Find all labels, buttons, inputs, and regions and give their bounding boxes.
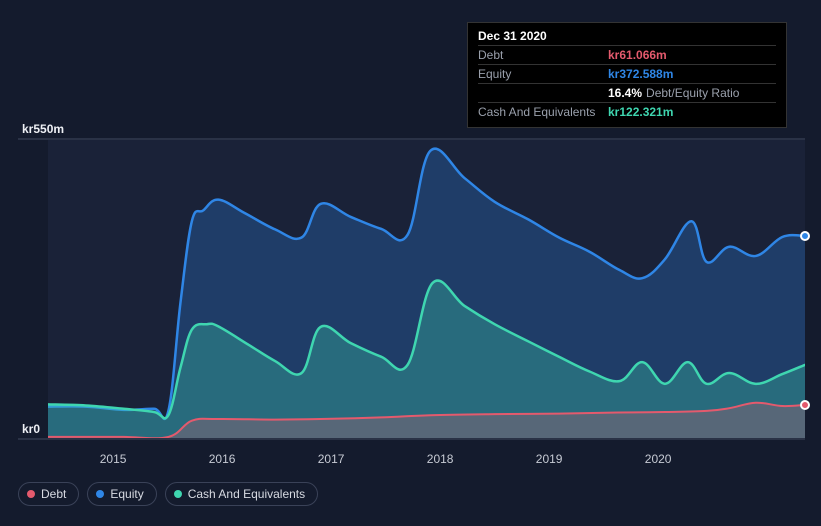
tooltip-row-value: kr61.066m [608, 48, 667, 62]
legend-dot-icon [27, 490, 35, 498]
tooltip-row: Cash And Equivalentskr122.321m [478, 102, 776, 121]
chart-tooltip: Dec 31 2020 Debtkr61.066mEquitykr372.588… [467, 22, 787, 128]
legend-item-label: Debt [41, 487, 66, 501]
x-axis-tick: 2017 [318, 452, 345, 466]
x-axis-tick: 2018 [427, 452, 454, 466]
x-axis-tick: 2020 [645, 452, 672, 466]
tooltip-row-value: kr372.588m [608, 67, 673, 81]
chart-area[interactable] [48, 140, 805, 438]
x-axis-tick: 2015 [100, 452, 127, 466]
tooltip-row-label: Debt [478, 48, 608, 62]
tooltip-row-extra: Debt/Equity Ratio [646, 86, 739, 100]
legend-item-label: Equity [110, 487, 143, 501]
tooltip-row-label [478, 86, 608, 100]
series-marker [800, 400, 810, 410]
legend-item-cash-and-equivalents[interactable]: Cash And Equivalents [165, 482, 318, 506]
y-gridline-bottom [18, 438, 805, 440]
tooltip-row-label: Cash And Equivalents [478, 105, 608, 119]
tooltip-row: 16.4% Debt/Equity Ratio [478, 83, 776, 102]
chart-legend: Debt Equity Cash And Equivalents [18, 482, 318, 506]
chart-svg [48, 140, 805, 438]
tooltip-row: Equitykr372.588m [478, 64, 776, 83]
legend-item-debt[interactable]: Debt [18, 482, 79, 506]
y-axis-label-max: kr550m [22, 122, 64, 136]
legend-dot-icon [174, 490, 182, 498]
tooltip-row-value: 16.4% [608, 86, 642, 100]
y-axis-label-zero: kr0 [22, 422, 40, 436]
legend-item-label: Cash And Equivalents [188, 487, 305, 501]
tooltip-row-value: kr122.321m [608, 105, 673, 119]
tooltip-row-label: Equity [478, 67, 608, 81]
series-marker [800, 231, 810, 241]
legend-item-equity[interactable]: Equity [87, 482, 156, 506]
tooltip-row: Debtkr61.066m [478, 45, 776, 64]
x-axis-tick: 2019 [536, 452, 563, 466]
legend-dot-icon [96, 490, 104, 498]
tooltip-date: Dec 31 2020 [478, 29, 776, 43]
x-axis-tick: 2016 [209, 452, 236, 466]
